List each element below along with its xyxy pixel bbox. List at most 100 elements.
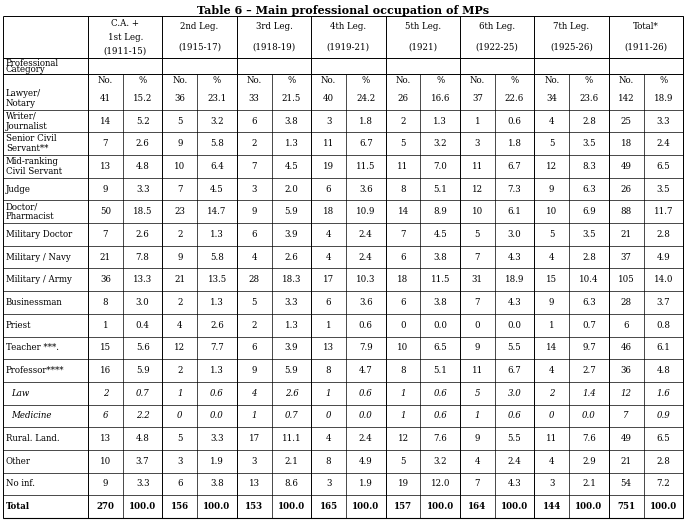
Text: 3: 3 bbox=[326, 117, 331, 126]
Text: 5: 5 bbox=[252, 298, 257, 307]
Text: 11.5: 11.5 bbox=[356, 162, 375, 171]
Text: %: % bbox=[362, 76, 370, 85]
Text: 33: 33 bbox=[249, 94, 259, 103]
Text: 3.5: 3.5 bbox=[582, 139, 595, 148]
Text: 6: 6 bbox=[252, 117, 257, 126]
Text: 14: 14 bbox=[397, 207, 409, 217]
Text: 21.5: 21.5 bbox=[282, 94, 301, 103]
Text: 23.6: 23.6 bbox=[580, 94, 598, 103]
Text: 49: 49 bbox=[621, 162, 632, 171]
Text: 2.1: 2.1 bbox=[582, 480, 596, 488]
Text: 7: 7 bbox=[103, 139, 108, 148]
Text: 0: 0 bbox=[400, 321, 406, 329]
Text: 2: 2 bbox=[252, 139, 257, 148]
Text: 6: 6 bbox=[252, 230, 257, 239]
Text: 6: 6 bbox=[326, 298, 331, 307]
Text: 4.3: 4.3 bbox=[508, 480, 521, 488]
Text: Military Doctor: Military Doctor bbox=[6, 230, 72, 239]
Text: (1911-15): (1911-15) bbox=[104, 47, 147, 55]
Text: 36: 36 bbox=[100, 275, 111, 285]
Text: 15.2: 15.2 bbox=[133, 94, 152, 103]
Text: 0.6: 0.6 bbox=[508, 412, 521, 420]
Text: 2.4: 2.4 bbox=[359, 253, 372, 262]
Text: 4: 4 bbox=[326, 253, 331, 262]
Text: Businessman: Businessman bbox=[6, 298, 62, 307]
Text: 3.6: 3.6 bbox=[359, 298, 372, 307]
Text: 15: 15 bbox=[546, 275, 557, 285]
Text: 2.6: 2.6 bbox=[136, 139, 150, 148]
Text: 10.3: 10.3 bbox=[356, 275, 375, 285]
Text: 37: 37 bbox=[472, 94, 483, 103]
Text: 0.0: 0.0 bbox=[359, 412, 372, 420]
Text: 5.9: 5.9 bbox=[285, 207, 298, 217]
Text: Writer/: Writer/ bbox=[6, 111, 37, 120]
Text: 40: 40 bbox=[323, 94, 334, 103]
Text: 10.4: 10.4 bbox=[579, 275, 599, 285]
Text: 1.6: 1.6 bbox=[657, 389, 670, 397]
Text: 3.3: 3.3 bbox=[211, 434, 224, 443]
Text: 23: 23 bbox=[174, 207, 185, 217]
Text: 0.6: 0.6 bbox=[359, 389, 372, 397]
Text: 88: 88 bbox=[620, 207, 632, 217]
Text: No.: No. bbox=[619, 76, 634, 85]
Text: 3: 3 bbox=[326, 480, 331, 488]
Text: 3: 3 bbox=[252, 457, 257, 466]
Text: 9: 9 bbox=[549, 298, 554, 307]
Text: 4: 4 bbox=[549, 457, 554, 466]
Text: 1st Leg.: 1st Leg. bbox=[108, 32, 143, 41]
Text: 5th Leg.: 5th Leg. bbox=[405, 22, 440, 31]
Text: 6.7: 6.7 bbox=[508, 366, 521, 375]
Text: %: % bbox=[213, 76, 221, 85]
Text: 0: 0 bbox=[549, 412, 554, 420]
Text: 31: 31 bbox=[472, 275, 483, 285]
Text: 8: 8 bbox=[326, 457, 331, 466]
Text: 156: 156 bbox=[171, 502, 189, 511]
Text: 7.0: 7.0 bbox=[434, 162, 447, 171]
Text: 18: 18 bbox=[397, 275, 409, 285]
Text: 3.2: 3.2 bbox=[434, 457, 447, 466]
Text: 5: 5 bbox=[549, 230, 554, 239]
Text: 5.2: 5.2 bbox=[136, 117, 150, 126]
Text: 3.3: 3.3 bbox=[285, 298, 298, 307]
Text: 21: 21 bbox=[100, 253, 111, 262]
Text: No.: No. bbox=[470, 76, 485, 85]
Text: 3.6: 3.6 bbox=[359, 185, 372, 194]
Text: 6.1: 6.1 bbox=[657, 344, 670, 353]
Text: 4: 4 bbox=[252, 389, 257, 397]
Text: 2: 2 bbox=[177, 298, 182, 307]
Text: 3.3: 3.3 bbox=[657, 117, 670, 126]
Text: 6: 6 bbox=[326, 185, 331, 194]
Text: 4.9: 4.9 bbox=[359, 457, 372, 466]
Text: 157: 157 bbox=[394, 502, 412, 511]
Text: 36: 36 bbox=[621, 366, 632, 375]
Text: 4.3: 4.3 bbox=[508, 253, 521, 262]
Text: 2nd Leg.: 2nd Leg. bbox=[180, 22, 219, 31]
Text: 10: 10 bbox=[546, 207, 557, 217]
Text: 2.9: 2.9 bbox=[582, 457, 595, 466]
Text: 2.2: 2.2 bbox=[136, 412, 150, 420]
Text: 7.8: 7.8 bbox=[136, 253, 150, 262]
Text: 5.1: 5.1 bbox=[434, 366, 447, 375]
Text: 2.4: 2.4 bbox=[657, 139, 670, 148]
Text: 2.8: 2.8 bbox=[582, 117, 596, 126]
Text: 3.9: 3.9 bbox=[285, 344, 298, 353]
Text: 1.8: 1.8 bbox=[359, 117, 372, 126]
Text: Table 6 – Main professional occupation of MPs: Table 6 – Main professional occupation o… bbox=[197, 5, 489, 16]
Text: 142: 142 bbox=[618, 94, 635, 103]
Text: 5.8: 5.8 bbox=[210, 253, 224, 262]
Text: 2.6: 2.6 bbox=[136, 230, 150, 239]
Text: 0: 0 bbox=[177, 412, 182, 420]
Text: No.: No. bbox=[172, 76, 187, 85]
Text: 19: 19 bbox=[323, 162, 334, 171]
Text: 12: 12 bbox=[397, 434, 409, 443]
Text: 7.6: 7.6 bbox=[582, 434, 595, 443]
Text: 3rd Leg.: 3rd Leg. bbox=[255, 22, 292, 31]
Text: 5: 5 bbox=[475, 230, 480, 239]
Text: 3.3: 3.3 bbox=[136, 185, 150, 194]
Text: 2: 2 bbox=[252, 321, 257, 329]
Text: 2.1: 2.1 bbox=[285, 457, 298, 466]
Text: 164: 164 bbox=[469, 502, 486, 511]
Text: 0.0: 0.0 bbox=[582, 412, 595, 420]
Text: 5.6: 5.6 bbox=[136, 344, 150, 353]
Text: 9: 9 bbox=[177, 253, 182, 262]
